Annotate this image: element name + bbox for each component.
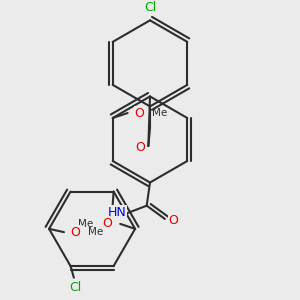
Text: O: O — [70, 226, 80, 239]
Text: O: O — [168, 214, 178, 227]
Text: Me: Me — [88, 227, 103, 237]
Text: O: O — [134, 106, 144, 119]
Text: O: O — [102, 218, 112, 230]
Text: O: O — [135, 141, 145, 154]
Text: Cl: Cl — [144, 1, 156, 14]
Text: Me: Me — [79, 219, 94, 229]
Text: Me: Me — [152, 108, 167, 118]
Text: Cl: Cl — [69, 281, 82, 294]
Text: HN: HN — [107, 206, 126, 219]
